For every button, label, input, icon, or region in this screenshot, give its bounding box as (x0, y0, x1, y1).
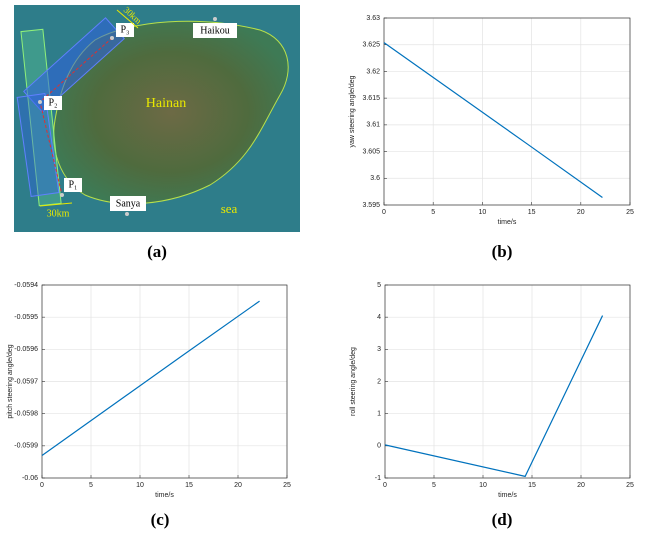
x-axis-label: time/s (498, 219, 517, 226)
y-tick-label: 3.6 (370, 175, 380, 182)
x-tick-label: 10 (136, 482, 144, 489)
x-tick-label: 20 (577, 209, 585, 216)
x-tick-label: 25 (283, 482, 291, 489)
figure: P₃ P₂ P₁ Haikou Sanya Hainan sea 30km 3 0… (0, 0, 648, 537)
y-tick-label: 3.61 (366, 122, 380, 129)
x-tick-label: 5 (89, 482, 93, 489)
y-axis-label: yaw steering angle/deg (349, 75, 356, 147)
x-tick-label: 0 (40, 482, 44, 489)
y-tick-label: -0.0597 (14, 378, 38, 385)
y-tick-label: 0 (377, 443, 381, 450)
y-tick-label: -0.06 (22, 475, 38, 482)
y-tick-label: 3.625 (362, 42, 380, 49)
sea-label: sea (221, 201, 238, 216)
y-tick-label: 4 (377, 314, 381, 321)
city-dot (125, 212, 129, 216)
panel-caption: (a) (147, 242, 167, 261)
width-label: 30km (47, 208, 70, 219)
point (38, 100, 42, 104)
y-tick-label: -0.0596 (14, 346, 38, 353)
panel-caption: (b) (492, 242, 513, 261)
y-tick-label: 3.63 (366, 15, 380, 22)
city-label: Sanya (116, 198, 141, 209)
point-label: P₁ (68, 179, 77, 190)
map-panel: P₃ P₂ P₁ Haikou Sanya Hainan sea 30km 30… (14, 5, 300, 232)
point (110, 36, 114, 40)
y-tick-label: -0.0595 (14, 314, 38, 321)
x-tick-label: 5 (431, 209, 435, 216)
point (60, 193, 64, 197)
y-tick-label: -1 (375, 475, 381, 482)
x-tick-label: 15 (528, 209, 536, 216)
x-tick-label: 10 (479, 209, 487, 216)
x-tick-label: 0 (383, 482, 387, 489)
panel-caption: (d) (492, 510, 513, 529)
y-tick-label: 1 (377, 411, 381, 418)
x-tick-label: 15 (528, 482, 536, 489)
x-tick-label: 15 (185, 482, 193, 489)
y-tick-label: 3.595 (362, 202, 380, 209)
y-tick-label: 3.605 (362, 148, 380, 155)
point-label: P₃ (120, 24, 129, 35)
x-tick-label: 0 (382, 209, 386, 216)
point-label: P₂ (48, 97, 57, 108)
x-tick-label: 20 (234, 482, 242, 489)
island-label: Hainan (146, 96, 186, 111)
x-axis-label: time/s (498, 492, 517, 499)
y-tick-label: 2 (377, 378, 381, 385)
y-axis-label: pitch steering angle/deg (7, 344, 14, 418)
x-axis-label: time/s (155, 492, 174, 499)
y-tick-label: 3 (377, 346, 381, 353)
y-tick-label: 3.615 (362, 95, 380, 102)
x-tick-label: 20 (577, 482, 585, 489)
x-tick-label: 10 (479, 482, 487, 489)
city-dot (213, 17, 217, 21)
x-tick-label: 25 (626, 209, 634, 216)
y-tick-label: -0.0598 (14, 411, 38, 418)
panel-caption: (c) (151, 510, 170, 529)
city-label: Haikou (200, 25, 229, 36)
y-axis-label: roll steering angle/deg (350, 347, 357, 416)
y-tick-label: 3.62 (366, 68, 380, 75)
y-tick-label: -0.0594 (14, 282, 38, 289)
x-tick-label: 25 (626, 482, 634, 489)
plot-area (384, 18, 630, 205)
y-tick-label: 5 (377, 282, 381, 289)
y-tick-label: -0.0599 (14, 443, 38, 450)
x-tick-label: 5 (432, 482, 436, 489)
